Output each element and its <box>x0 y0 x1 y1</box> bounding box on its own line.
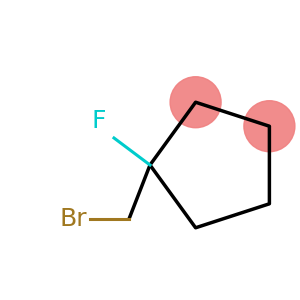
Text: Br: Br <box>59 207 87 231</box>
Circle shape <box>244 101 295 152</box>
Text: F: F <box>92 110 106 134</box>
Circle shape <box>170 77 221 128</box>
